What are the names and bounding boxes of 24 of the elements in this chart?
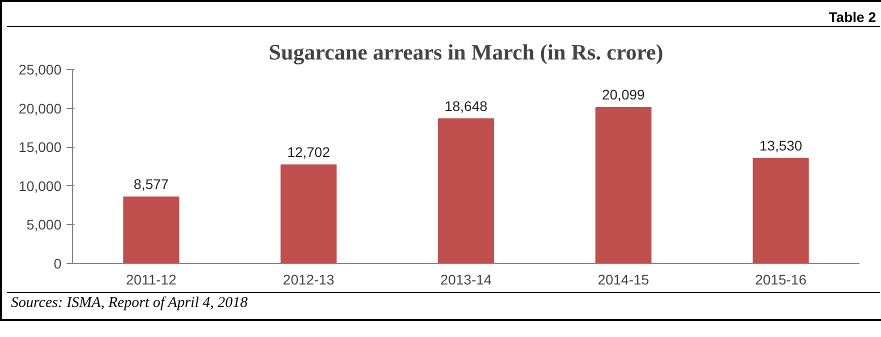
chart-title: Sugarcane arrears in March (in Rs. crore) bbox=[268, 40, 664, 64]
data-label: 18,648 bbox=[444, 98, 488, 114]
x-tick-label: 2014-15 bbox=[598, 272, 650, 288]
bar bbox=[280, 164, 337, 264]
y-tick-label: 15,000 bbox=[18, 139, 62, 156]
y-tick-label: 20,000 bbox=[18, 100, 62, 116]
x-tick-label: 2013-14 bbox=[440, 272, 492, 288]
y-tick-label: 0 bbox=[54, 256, 62, 272]
bar bbox=[752, 158, 809, 264]
y-tick-label: 5,000 bbox=[26, 216, 62, 233]
bar bbox=[438, 118, 494, 264]
source-note: Sources: ISMA, Report of April 4, 2018 bbox=[11, 294, 248, 313]
caption: Table 2 bbox=[828, 8, 876, 27]
x-tick-label: 2015-16 bbox=[755, 272, 807, 288]
y-tick-label: 25,000 bbox=[18, 62, 62, 78]
data-label: 20,099 bbox=[602, 86, 646, 103]
y-tick-label: 10,000 bbox=[18, 178, 62, 194]
data-label: 13,530 bbox=[759, 138, 802, 154]
bar bbox=[595, 107, 652, 264]
x-tick-label: 2011-12 bbox=[126, 272, 177, 288]
x-tick-label: 2012-13 bbox=[282, 272, 335, 288]
data-label: 8,577 bbox=[134, 176, 169, 192]
data-label: 12,702 bbox=[287, 144, 330, 160]
bar bbox=[123, 196, 180, 264]
